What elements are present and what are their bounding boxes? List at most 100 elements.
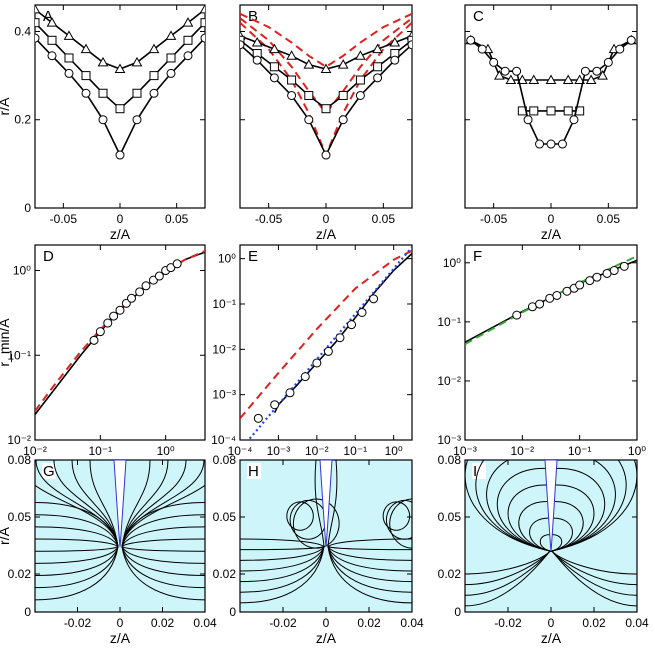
panel-B: -0.05 0 0.05 Bz/A bbox=[239, 4, 413, 242]
streamline bbox=[327, 538, 412, 548]
x-tick-label: 0.05 bbox=[165, 212, 189, 226]
panel-label-bg bbox=[42, 463, 56, 479]
plot-content bbox=[35, 250, 205, 415]
square-marker bbox=[546, 106, 556, 116]
square-marker bbox=[407, 35, 412, 45]
circle-marker bbox=[355, 90, 365, 100]
liquid-thread bbox=[113, 460, 127, 547]
streamline bbox=[327, 546, 412, 572]
streamline bbox=[314, 460, 325, 547]
x-tick-label: 0.02 bbox=[151, 616, 175, 630]
streamline bbox=[550, 460, 627, 552]
plot-frame bbox=[34, 4, 206, 209]
circle-marker bbox=[523, 115, 533, 125]
y-tick-label: 0.08 bbox=[8, 453, 32, 467]
streamline bbox=[240, 546, 325, 604]
y-axis-label: r/A bbox=[0, 526, 12, 545]
scaling-curve bbox=[273, 252, 412, 414]
square-marker bbox=[355, 75, 365, 85]
y-tick-label: 10⁰ bbox=[218, 252, 236, 266]
y-tick-label: 0.05 bbox=[8, 510, 32, 524]
circle-marker bbox=[81, 88, 91, 98]
triangle-marker bbox=[320, 63, 332, 73]
x-tick-label: -0.05 bbox=[255, 212, 283, 226]
x-tick-label: 0.05 bbox=[597, 212, 621, 226]
triangle-marker bbox=[97, 56, 109, 67]
y-tick-label: 10⁻³ bbox=[212, 388, 236, 402]
streamline bbox=[121, 514, 205, 547]
triangle-marker bbox=[585, 74, 597, 85]
triangle-marker bbox=[372, 43, 383, 54]
scaling-curve bbox=[35, 251, 205, 415]
circle-marker bbox=[335, 333, 345, 343]
square-marker bbox=[563, 106, 573, 116]
circle-marker bbox=[489, 57, 499, 67]
streamline bbox=[121, 546, 205, 601]
streamline bbox=[550, 501, 584, 552]
circle-marker bbox=[300, 372, 310, 382]
streamline bbox=[121, 484, 205, 547]
circle-marker bbox=[390, 55, 400, 65]
circle-marker bbox=[466, 35, 476, 45]
model-curve-dashed bbox=[240, 21, 412, 158]
y-tick-label: 0 bbox=[24, 201, 31, 215]
triangle-marker bbox=[337, 59, 349, 69]
circle-marker bbox=[89, 335, 99, 345]
x-tick-label: 0.04 bbox=[625, 616, 649, 630]
liquid-thread bbox=[319, 460, 333, 547]
triangle-marker bbox=[562, 74, 574, 85]
triangle-marker bbox=[35, 5, 41, 14]
x-axis-label: z/A bbox=[110, 630, 131, 646]
scaling-curve bbox=[240, 249, 412, 420]
y-tick-label: 10⁻³ bbox=[437, 433, 461, 447]
y-tick-label: 0.02 bbox=[213, 567, 237, 581]
circle-marker bbox=[109, 311, 119, 321]
triangle-marker bbox=[148, 43, 160, 54]
panel-H: -0.02 0 0.02 0.04 0 0.02 0.05 0.08 Hz/A bbox=[213, 453, 424, 646]
circle-marker bbox=[304, 115, 314, 125]
square-marker bbox=[304, 90, 314, 100]
circle-marker bbox=[323, 346, 333, 356]
streamline bbox=[327, 546, 412, 561]
panel-label-bg bbox=[247, 463, 261, 479]
y-tick-label: 10⁻² bbox=[7, 433, 31, 447]
x-tick-label: 0 bbox=[323, 212, 330, 226]
triangle-marker bbox=[182, 17, 194, 27]
square-marker bbox=[98, 88, 108, 98]
panel-label: B bbox=[248, 8, 258, 25]
square-marker bbox=[529, 106, 539, 116]
circle-marker bbox=[166, 263, 176, 273]
circle-marker bbox=[603, 57, 613, 67]
y-tick-label: 0.08 bbox=[438, 453, 462, 467]
circle-marker bbox=[615, 44, 625, 54]
x-tick-label: 0 bbox=[117, 212, 124, 226]
streamline bbox=[550, 484, 595, 552]
panel-label: C bbox=[473, 8, 484, 25]
panel-label: H bbox=[248, 463, 259, 480]
circle-marker bbox=[575, 280, 585, 290]
circle-marker bbox=[285, 388, 295, 398]
profile-curve bbox=[35, 37, 205, 157]
streamline bbox=[465, 550, 551, 607]
circle-marker bbox=[98, 115, 108, 125]
triangle-marker bbox=[505, 74, 517, 85]
streamline bbox=[327, 546, 412, 551]
streamline bbox=[327, 546, 412, 583]
liquid-thread bbox=[544, 460, 558, 552]
circle-marker bbox=[369, 294, 379, 304]
panel-label: F bbox=[473, 248, 482, 265]
circle-marker bbox=[512, 310, 522, 320]
plot-frame bbox=[239, 4, 413, 209]
panel-label: D bbox=[43, 248, 54, 265]
x-tick-label: 10⁰ bbox=[385, 444, 403, 458]
triangle-marker bbox=[165, 30, 177, 40]
x-axis-label: z/A bbox=[110, 226, 131, 242]
triangle-marker bbox=[494, 70, 505, 80]
circle-marker bbox=[312, 358, 322, 368]
y-tick-label: 0.05 bbox=[438, 510, 462, 524]
circle-marker bbox=[253, 413, 263, 423]
circle-marker bbox=[95, 327, 105, 337]
streamline bbox=[475, 460, 552, 552]
